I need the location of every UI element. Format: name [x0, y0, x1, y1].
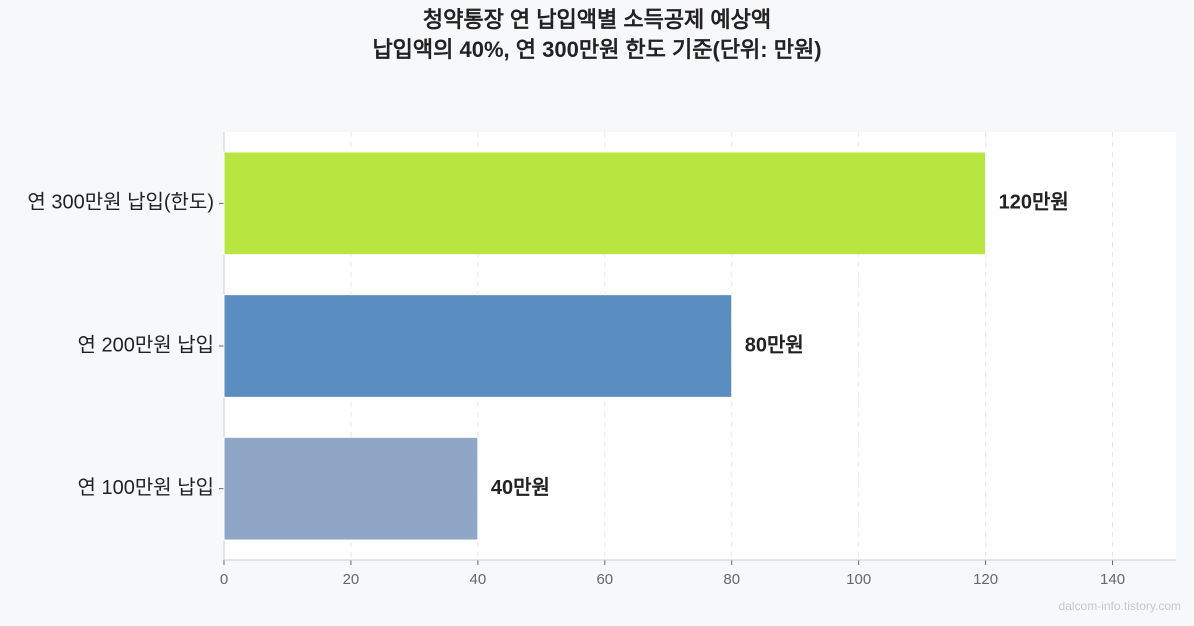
value-label: 80만원 [745, 333, 804, 356]
x-tick-label: 40 [470, 571, 487, 588]
y-tick-label: 연 100만원 납입 [78, 476, 214, 499]
x-tick-label: 20 [343, 571, 360, 588]
y-tick-label: 연 200만원 납입 [78, 333, 214, 356]
value-label: 40만원 [491, 476, 550, 499]
bar [223, 436, 479, 541]
x-tick-label: 60 [596, 571, 613, 588]
x-tick-label: 80 [723, 571, 740, 588]
watermark: dalcom-info.tistory.com [1059, 599, 1181, 613]
chart-subtitle: 납입액의 40%, 연 300만원 한도 기준(단위: 만원) [372, 37, 821, 62]
x-tick-label: 140 [1100, 571, 1125, 588]
value-label: 120만원 [999, 191, 1069, 214]
y-tick-label: 연 300만원 납입(한도) [27, 191, 214, 214]
bar [223, 294, 733, 398]
bar [223, 151, 987, 256]
x-tick-label: 120 [973, 571, 998, 588]
x-tick-label: 100 [846, 571, 871, 588]
x-tick-label: 0 [220, 571, 228, 588]
chart-title: 청약통장 연 납입액별 소득공제 예상액 [423, 7, 771, 32]
